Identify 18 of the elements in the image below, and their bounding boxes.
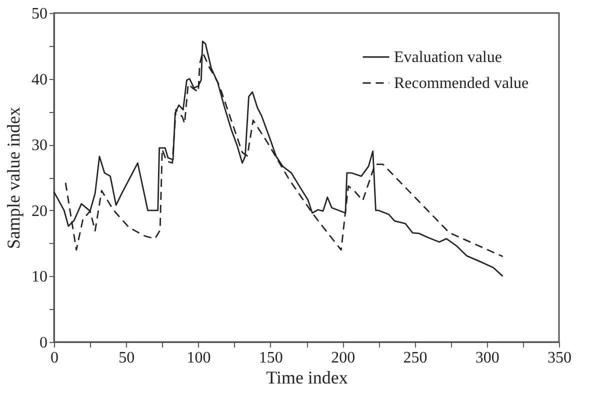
y-axis-title: Sample value index — [4, 107, 24, 249]
x-tick-label: 300 — [475, 350, 500, 366]
y-tick-label: 40 — [32, 71, 48, 88]
y-tick-label: 0 — [40, 334, 48, 352]
x-tick-label: 200 — [331, 350, 356, 366]
y-tick-label: 30 — [32, 137, 48, 154]
x-tick-label: 350 — [548, 350, 572, 366]
x-tick-label: 150 — [258, 350, 283, 366]
x-tick-label: 100 — [186, 350, 211, 366]
x-tick-label: 250 — [403, 350, 428, 366]
y-tick-label: 20 — [32, 202, 48, 220]
x-axis-title: Time index — [266, 368, 348, 388]
y-tick-label: 50 — [32, 6, 48, 22]
legend-label: Recommended value — [394, 75, 529, 92]
x-tick-label: 50 — [118, 350, 135, 366]
x-tick-label: 0 — [50, 350, 58, 366]
y-tick-label: 10 — [32, 268, 48, 286]
legend-label: Evaluation value — [394, 49, 502, 66]
